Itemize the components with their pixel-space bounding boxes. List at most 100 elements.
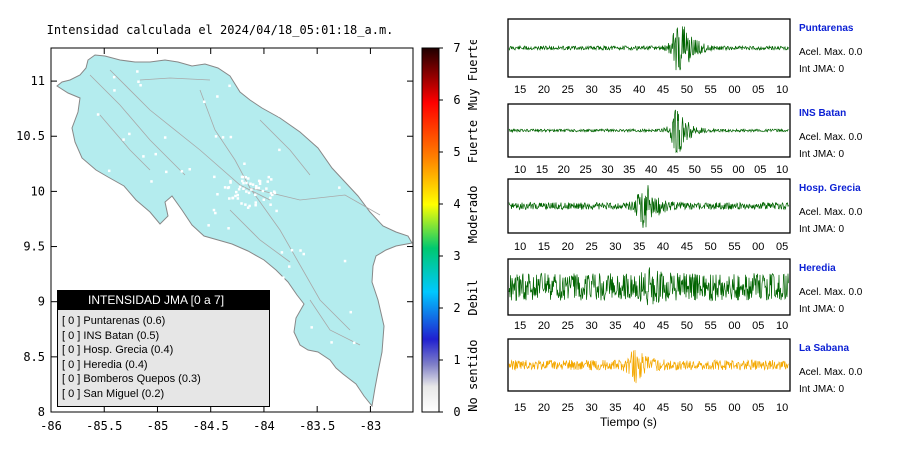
city-marker	[247, 191, 251, 195]
city-marker	[262, 198, 266, 201]
seismogram-tick-label: 00	[728, 402, 741, 414]
map-y-tick-label: 10.5	[16, 129, 45, 143]
station-intensity: Int JMA: 0	[799, 384, 845, 395]
legend-item: [ 0 ] Puntarenas (0.6)	[62, 315, 166, 327]
seismogram-tick-label: 15	[514, 320, 527, 332]
city-marker	[216, 95, 219, 98]
city-marker	[136, 70, 139, 73]
city-marker	[270, 178, 273, 181]
city-marker	[245, 181, 248, 185]
seismogram-trace	[508, 185, 789, 228]
city-marker	[228, 84, 231, 88]
city-marker	[258, 182, 262, 185]
city-marker	[188, 168, 191, 171]
legend-title: INTENSIDAD JMA [0 a 7]	[58, 291, 269, 310]
city-marker	[235, 190, 238, 194]
city-marker	[269, 196, 272, 200]
city-marker	[216, 193, 219, 196]
seismogram-trace	[508, 109, 789, 154]
seismogram-tick-label: 45	[666, 164, 680, 176]
city-marker	[266, 180, 270, 183]
station-name: La Sabana	[799, 343, 850, 354]
city-marker	[269, 192, 273, 195]
seismogram-tick-label: 10	[514, 241, 527, 253]
seismogram-tick-label: 05	[752, 320, 765, 332]
city-marker	[154, 152, 157, 156]
city-marker	[240, 202, 243, 205]
seismogram-tick-label: 25	[561, 402, 574, 414]
city-marker	[228, 197, 231, 200]
seismogram-tick-label: 45	[680, 241, 693, 253]
city-marker	[298, 106, 301, 110]
seismogram-tick-label: 50	[704, 241, 717, 253]
city-marker	[221, 136, 225, 139]
city-marker	[163, 136, 167, 139]
seismogram-tick-label: 00	[732, 164, 745, 176]
city-marker	[245, 190, 248, 193]
city-marker	[113, 89, 116, 92]
legend-item: [ 0 ] Heredia (0.4)	[62, 358, 148, 371]
city-marker	[326, 110, 329, 114]
seismogram-tick-label: 30	[585, 402, 598, 414]
map-x-tick-label: -84	[253, 419, 275, 433]
city-marker	[245, 76, 248, 80]
colorbar-tick-label: 1	[453, 353, 460, 367]
city-marker	[248, 204, 251, 208]
map-y-tick-label: 10	[31, 184, 45, 198]
seismogram-tick-label: 25	[579, 164, 592, 176]
seismogram-tick-label: 40	[656, 241, 670, 253]
station-acceleration: Acel. Max. 0.0	[799, 47, 863, 58]
seismogram-tick-label: 20	[557, 164, 570, 176]
map-y-tick-label: 11	[31, 74, 45, 88]
seismogram-tick-label: 15	[514, 84, 527, 96]
city-marker	[214, 211, 217, 215]
time-axis-label: Tiempo (s)	[600, 415, 657, 429]
city-marker	[243, 162, 246, 166]
seismogram-tick-label: 30	[601, 164, 614, 176]
colorbar-tick-label: 2	[453, 301, 460, 315]
seismogram-tick-label: 45	[656, 320, 670, 332]
seismogram-tick-label: 40	[633, 84, 646, 96]
city-marker	[352, 341, 356, 345]
seismogram-tick-label: 50	[688, 164, 701, 176]
city-marker	[257, 186, 261, 190]
seismogram-tick-label: 20	[537, 320, 551, 332]
seismogram-tick-label: 50	[680, 320, 693, 332]
city-marker	[250, 188, 253, 191]
map-x-tick-label: -83.5	[299, 419, 335, 433]
map-y-tick-label: 9	[38, 295, 45, 309]
seismogram-4	[507, 338, 791, 392]
map-x-tick-label: -83	[360, 419, 382, 433]
city-marker	[287, 265, 291, 268]
seismogram-tick-label: 10	[776, 84, 789, 96]
station-acceleration: Acel. Max. 0.0	[799, 287, 863, 298]
city-marker	[242, 187, 245, 191]
city-marker	[150, 180, 153, 183]
seismogram-tick-label: 40	[633, 320, 646, 332]
map-x-tick-label: -86	[40, 419, 62, 433]
city-marker	[302, 252, 305, 256]
seismogram-tick-label: 30	[585, 84, 598, 96]
map-y-tick-label: 8.5	[23, 350, 45, 364]
city-marker	[249, 182, 252, 186]
colorbar-level-label: Muy Fuerte	[466, 40, 480, 110]
city-marker	[168, 206, 171, 210]
city-marker	[223, 186, 227, 189]
city-marker	[122, 138, 125, 141]
legend-item: [ 0 ] Hosp. Grecia (0.4)	[62, 344, 174, 357]
seismogram-tick-label: 50	[680, 402, 693, 414]
city-marker	[258, 180, 262, 183]
city-marker	[229, 135, 233, 139]
city-marker	[267, 175, 271, 179]
intensity-legend: INTENSIDAD JMA [0 a 7] [ 0 ] Puntarenas …	[57, 290, 270, 407]
city-marker	[272, 190, 276, 193]
station-acceleration: Acel. Max. 0.0	[799, 132, 863, 143]
intensity-colorbar: 7 6 5 4 3 2 1 0 Muy Fuerte Fuerte Moderado Debil No…	[421, 40, 480, 419]
seismogram-tick-label: 10	[776, 164, 789, 176]
city-marker	[280, 251, 284, 254]
city-marker	[254, 193, 257, 197]
city-marker	[241, 175, 245, 179]
seismogram-tick-label: 35	[633, 241, 646, 253]
city-marker	[242, 181, 245, 185]
city-marker	[343, 259, 347, 263]
